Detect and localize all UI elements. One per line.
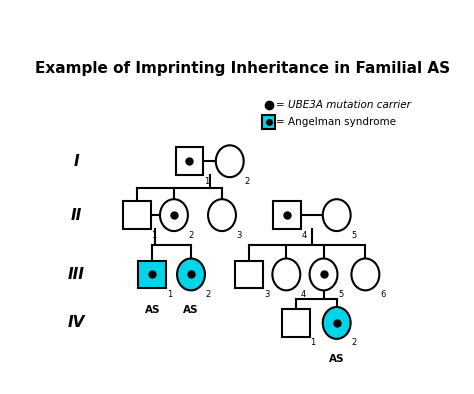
Text: II: II [71,208,82,223]
Text: 2: 2 [351,338,356,348]
Bar [282,309,310,337]
Ellipse shape [216,145,244,177]
Text: = Angelman syndrome: = Angelman syndrome [276,117,396,127]
Text: AS: AS [145,305,160,315]
Text: 1: 1 [310,338,316,348]
Text: III: III [68,267,85,282]
Ellipse shape [273,258,300,290]
Text: 2: 2 [206,290,211,299]
Ellipse shape [160,199,188,231]
Text: I: I [73,154,79,169]
Bar [138,260,166,288]
Text: AS: AS [183,305,199,315]
Text: = UBE3A mutation carrier: = UBE3A mutation carrier [276,100,411,110]
Text: 5: 5 [351,230,356,240]
Text: 2: 2 [189,230,194,240]
Text: 1: 1 [152,230,157,240]
Text: 1: 1 [167,290,172,299]
Ellipse shape [351,258,379,290]
Bar [123,201,151,229]
Text: AS: AS [329,354,345,364]
Text: IV: IV [68,316,85,331]
Text: 3: 3 [237,230,242,240]
Bar [262,115,275,129]
Bar [175,147,203,175]
Ellipse shape [177,258,205,290]
Text: 3: 3 [264,290,269,299]
Ellipse shape [323,199,351,231]
Bar [273,201,301,229]
Text: 6: 6 [380,290,385,299]
Text: Example of Imprinting Inheritance in Familial AS: Example of Imprinting Inheritance in Fam… [36,61,450,76]
Text: 4: 4 [301,290,306,299]
Ellipse shape [323,307,351,339]
Ellipse shape [208,199,236,231]
Ellipse shape [310,258,337,290]
Text: 4: 4 [302,230,307,240]
Text: 2: 2 [245,177,250,186]
Text: 5: 5 [338,290,344,299]
Bar [235,260,263,288]
Text: 1: 1 [204,177,210,186]
